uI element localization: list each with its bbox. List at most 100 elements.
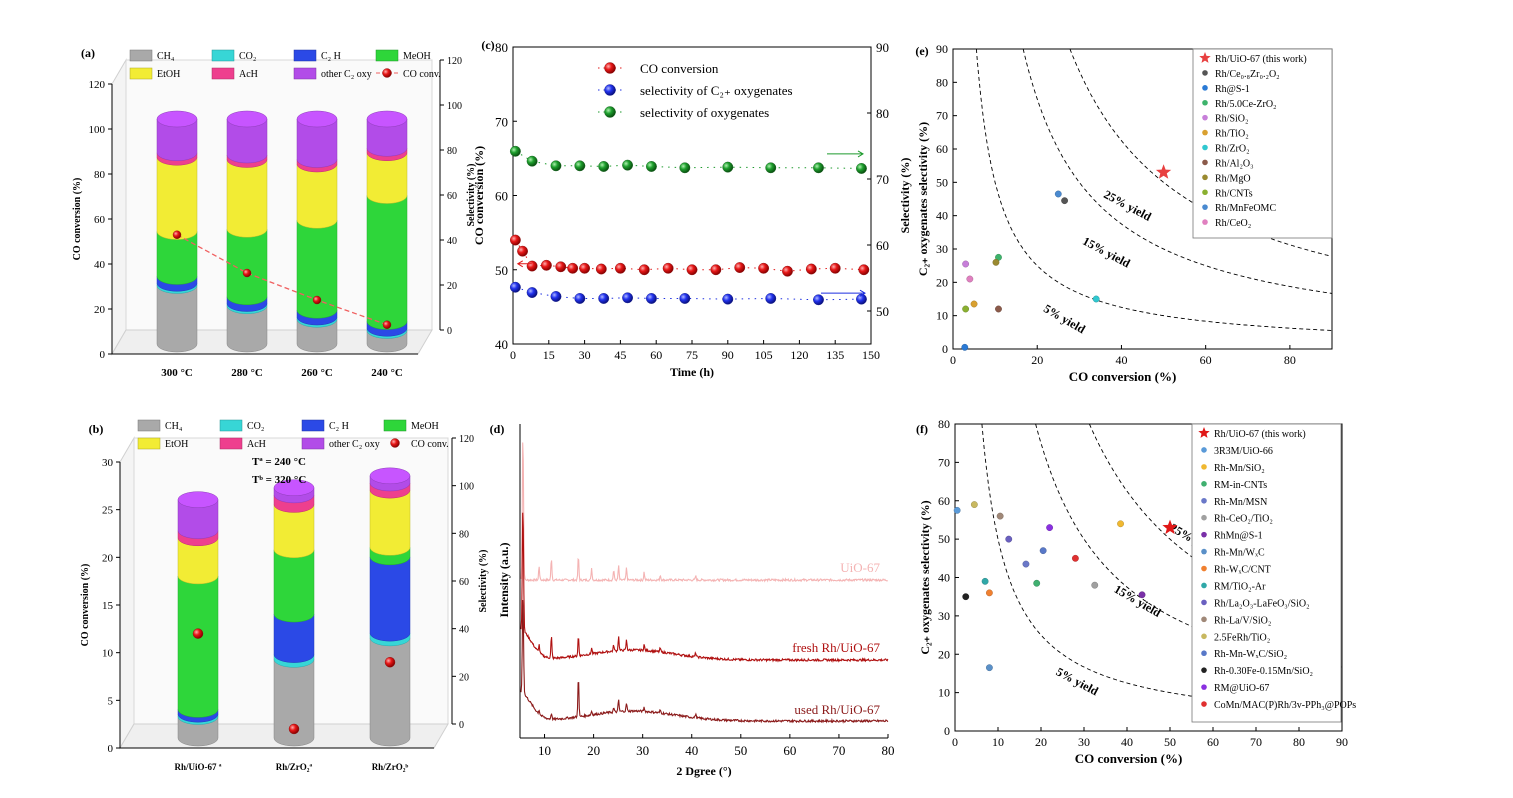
panel-e: 0 20 40 60 80 0 10 20 30 40 50 60 70 80 90 (e) CO conver… — [915, 42, 1333, 384]
legend-label: Rh-Mn-WₓC/SiO₂ — [1214, 649, 1287, 660]
data-point-blue — [646, 293, 657, 304]
y-tick-label: 10 — [938, 686, 950, 700]
legend-marker — [1202, 159, 1208, 166]
legend-marker — [1202, 144, 1208, 151]
bar-segment-EtOH — [369, 489, 411, 556]
y-tick-label: 30 — [936, 242, 948, 256]
y2-tick-label: 120 — [447, 56, 462, 67]
x-tick-label: 260 °C — [301, 367, 333, 379]
conversion-point — [172, 230, 182, 239]
y-axis-title: C₂₊ oxygenates selectivity (%) — [916, 122, 930, 276]
data-point-red — [686, 264, 698, 276]
x-tick-label: 60 — [650, 348, 662, 362]
legend-label: 2.5FeRh/TiO₂ — [1214, 632, 1270, 643]
y-tick-label: 0 — [100, 349, 106, 361]
arrow-right-axis-blue — [821, 289, 866, 297]
x-tick-label: 80 — [1293, 735, 1305, 749]
y-tick-label: 60 — [495, 189, 508, 204]
yield-curve-label: 5% yield — [1041, 301, 1088, 336]
legend-swatch-other — [293, 67, 317, 80]
panel-label: (f) — [916, 422, 928, 436]
y-tick-label: 90 — [936, 42, 948, 56]
data-point-green — [856, 163, 867, 174]
bar-segment-other — [177, 499, 219, 539]
legend-marker — [1202, 219, 1208, 225]
data-point-green — [526, 155, 538, 167]
legend-marker — [1201, 616, 1207, 623]
x-tick-label: 135 — [826, 348, 844, 362]
y2-tick-label: 60 — [876, 238, 889, 253]
data-point — [1138, 591, 1146, 599]
data-point — [1022, 560, 1030, 568]
legend-label: MeOH — [403, 51, 431, 62]
legend-label: Rh/ZrO₂ — [1215, 144, 1250, 155]
legend-marker — [1198, 427, 1210, 438]
legend-marker — [604, 106, 616, 118]
data-point — [966, 275, 974, 283]
legend-label: RM-in-CNTs — [1214, 480, 1267, 491]
y-tick-label: 15 — [102, 600, 114, 612]
series-label: UiO-67 — [840, 560, 880, 575]
bar-segment-CH4 — [296, 319, 338, 353]
data-point-blue — [509, 281, 521, 293]
legend-swatch-other — [301, 437, 325, 450]
legend-marker — [1201, 633, 1207, 640]
data-point-red — [782, 265, 793, 277]
legend-label: CO conv. — [403, 69, 441, 80]
data-point-blue — [856, 293, 867, 305]
legend-swatch-EtOH — [129, 67, 153, 80]
legend-label: 3R3M/UiO-66 — [1214, 446, 1273, 457]
y2-tick-label: 20 — [459, 672, 469, 683]
legend-label: Rh-WₓC/CNT — [1214, 565, 1271, 576]
x-tick-label: 10 — [538, 743, 551, 758]
y-tick-label: 30 — [102, 457, 114, 469]
data-point-blue — [574, 293, 586, 304]
data-point-red — [829, 262, 841, 274]
data-point-blue — [722, 293, 734, 305]
data-point-star — [1155, 164, 1172, 179]
x-axis-title: 2 Dgree (°) — [676, 764, 731, 778]
x-tick-label: 15 — [543, 348, 555, 362]
legend-marker — [1201, 667, 1207, 673]
data-point-green — [622, 159, 633, 171]
y-tick-label: 100 — [89, 124, 106, 136]
legend-label: C₂ H — [321, 51, 341, 62]
legend-label: MeOH — [411, 421, 439, 432]
data-point — [981, 577, 989, 585]
side-wall — [111, 58, 127, 356]
x-tick-label: 60 — [1207, 735, 1219, 749]
legend-label: selectivity of oxygenates — [640, 105, 769, 120]
bar-top — [156, 110, 198, 128]
x-tick-label: 240 °C — [371, 367, 403, 379]
x-tick-label: 60 — [783, 743, 796, 758]
x-tick-label: 40 — [1121, 735, 1133, 749]
x-tick-label: 120 — [790, 348, 808, 362]
legend-label: CH₄ — [157, 51, 175, 62]
yield-curve-label: 5% yield — [1054, 665, 1101, 699]
y2-axis-title: Selectivity (%) — [898, 158, 912, 234]
data-point-blue — [622, 292, 633, 304]
data-point-star — [1162, 519, 1178, 535]
data-point-red — [805, 263, 817, 275]
legend-swatch-AcH — [211, 67, 235, 80]
legend-label: Rh-CeO₂/TiO₂ — [1214, 514, 1273, 525]
y-tick-label: 80 — [495, 40, 508, 55]
data-point — [1005, 535, 1013, 543]
bar-top — [369, 467, 411, 485]
y-tick-label: 60 — [938, 494, 950, 508]
conversion-point — [384, 657, 396, 668]
legend-label: Rh-Mn/WₓC — [1214, 548, 1265, 559]
xrd-pattern-0 — [520, 442, 888, 583]
yield-curve-15 — [1022, 49, 1332, 294]
legend-label: Rh/La₂O₃-LaFeO₃/SiO₂ — [1214, 598, 1310, 609]
y2-tick-label: 70 — [876, 172, 889, 187]
x-tick-label: 50 — [1164, 735, 1176, 749]
conversion-point — [288, 723, 300, 735]
x-tick-label: 75 — [686, 348, 698, 362]
y2-axis-title: Selectivity (%) — [466, 163, 477, 226]
panel-c: 0 15 30 45 60 75 90 105 120 135 150 40 50 60 70 80 50 60 7… — [472, 38, 912, 379]
data-point — [1092, 295, 1100, 303]
legend-label: selectivity of C₂₊ oxygenates — [640, 83, 793, 98]
bar-segment-EtOH — [177, 537, 219, 585]
data-point-red — [662, 262, 674, 274]
